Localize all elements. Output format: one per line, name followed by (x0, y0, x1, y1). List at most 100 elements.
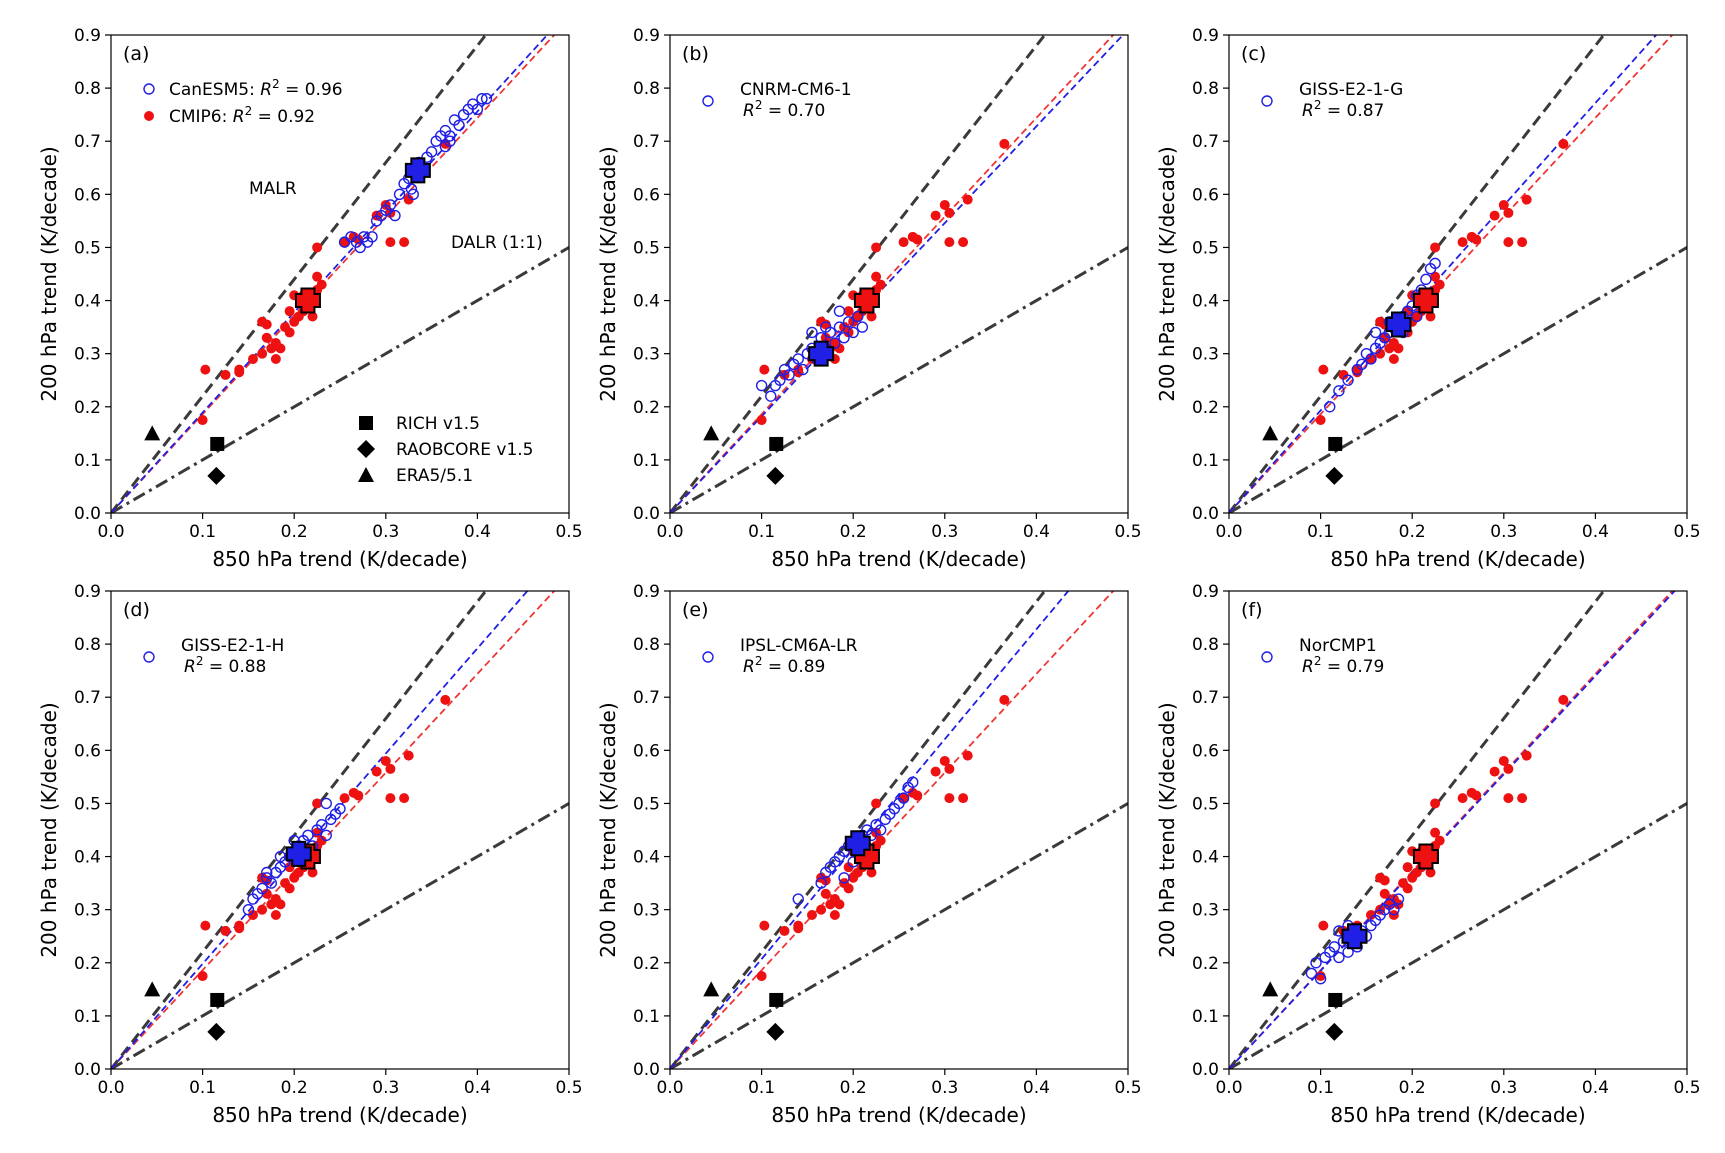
cmip6-point (1503, 763, 1514, 774)
model-point (765, 390, 777, 402)
x-tick-label: 0.5 (1673, 522, 1700, 542)
model-point (1333, 951, 1345, 964)
cmip6-point (307, 867, 318, 878)
cmip6-point (930, 766, 941, 777)
era5-marker (144, 425, 161, 441)
y-tick-label: 0.2 (633, 398, 660, 418)
y-tick-label: 0.9 (633, 582, 660, 602)
cmip6-mean-marker (1412, 287, 1439, 314)
y-tick-label: 0.2 (1192, 398, 1219, 418)
x-axis-label: 850 hPa trend (K/decade) (771, 547, 1026, 571)
cmip6-point (1315, 971, 1326, 982)
cmip6-point (1457, 793, 1468, 804)
legend: CNRM-CM6-1R2 = 0.70 (702, 80, 852, 121)
cmip6-point (234, 367, 245, 378)
x-tick-label: 0.4 (1023, 1078, 1050, 1098)
model-mean-marker (1385, 311, 1412, 338)
model-fit-line (670, 591, 1070, 1069)
legend-cmip6-marker (144, 111, 154, 121)
cmip6-point (1375, 348, 1386, 359)
cmip6-point (247, 909, 258, 920)
model-point (366, 231, 378, 243)
cmip6-point (1379, 332, 1390, 343)
x-tick-label: 0.0 (97, 522, 124, 542)
x-tick-label: 0.0 (97, 1078, 124, 1098)
y-tick-label: 0.0 (74, 504, 101, 524)
rich-marker (1328, 436, 1343, 451)
model-point (874, 824, 887, 836)
cmip6-point (261, 332, 272, 343)
model-point (444, 130, 456, 142)
legend-model-marker (1261, 651, 1273, 663)
y-tick-label: 0.8 (633, 79, 660, 99)
dalr-line (1229, 246, 1687, 513)
model-point (1392, 893, 1405, 905)
cmip6-point (875, 835, 886, 846)
model-point (783, 369, 795, 381)
era5-marker (703, 425, 720, 441)
legend-model-label: GISS-E2-1-H (181, 636, 284, 656)
x-tick-label: 0.2 (281, 1078, 308, 1098)
y-tick-label: 0.1 (74, 1007, 101, 1027)
cmip6-point (759, 920, 770, 931)
y-tick-label: 0.0 (1192, 504, 1219, 524)
y-axis-label: 200 hPa trend (K/decade) (1155, 702, 1179, 957)
model-point (480, 93, 493, 105)
model-point (856, 321, 869, 333)
model-point (815, 877, 827, 889)
cmip6-point (843, 306, 854, 317)
cmip6-point (257, 904, 268, 915)
legend-model-label: NorCMP1 (1299, 636, 1377, 656)
cmip6-fit-line (670, 35, 1115, 513)
model-point (829, 337, 841, 349)
model-point (774, 374, 786, 386)
malr-line (1229, 35, 1606, 513)
model-point (797, 363, 809, 376)
model-point (852, 310, 864, 323)
legend-model-marker (702, 95, 714, 107)
cmip6-point (1498, 755, 1509, 766)
y-tick-label: 0.7 (1192, 132, 1219, 152)
cmip6-point (284, 883, 295, 894)
legend: CanESM5: R2 = 0.96 CMIP6: R2 = 0.92 RICH v… (143, 77, 534, 486)
dalr-line (111, 246, 569, 513)
model-point (820, 321, 832, 333)
model-point (865, 829, 878, 842)
cmip6-point (284, 327, 295, 338)
model-mean-marker (404, 157, 431, 184)
cmip6-point (1489, 210, 1500, 221)
y-tick-label: 0.7 (633, 688, 660, 708)
plot-area (111, 35, 569, 513)
model-point (838, 332, 850, 344)
rich-marker (769, 992, 784, 1007)
x-tick-label: 0.3 (372, 1078, 399, 1098)
y-tick-label: 0.5 (74, 238, 101, 258)
x-tick-label: 0.2 (840, 1078, 867, 1098)
cmip6-point (779, 925, 790, 936)
cmip6-point (275, 899, 286, 910)
model-point (354, 241, 366, 254)
x-tick-label: 0.1 (1307, 522, 1334, 542)
cmip6-point (1402, 883, 1413, 894)
model-point (1388, 903, 1400, 916)
model-point (1305, 967, 1318, 980)
x-tick-label: 0.3 (931, 522, 958, 542)
legend-era5-label: ERA5/5.1 (396, 466, 473, 486)
cmip6-point (1521, 750, 1532, 761)
cmip6-point (1521, 194, 1532, 205)
y-tick-label: 0.2 (633, 954, 660, 974)
model-point (838, 872, 850, 884)
y-axis-label: 200 hPa trend (K/decade) (37, 146, 61, 401)
cmip6-point (912, 234, 923, 245)
x-tick-label: 0.1 (748, 1078, 775, 1098)
panel-b: 0.0 0.1 0.2 0.3 0.4 0.5 0.0 0.1 0.2 0.3 0.4 0.5 0.6 0… (596, 26, 1142, 571)
legend-cmip6-label: CMIP6: R2 = 0.92 (169, 104, 315, 127)
model-point (453, 119, 465, 131)
cmip6-point (793, 923, 804, 934)
x-tick-label: 0.1 (189, 1078, 216, 1098)
y-tick-label: 0.7 (74, 688, 101, 708)
raobcore-marker (207, 466, 226, 485)
cmip6-point (312, 242, 323, 253)
